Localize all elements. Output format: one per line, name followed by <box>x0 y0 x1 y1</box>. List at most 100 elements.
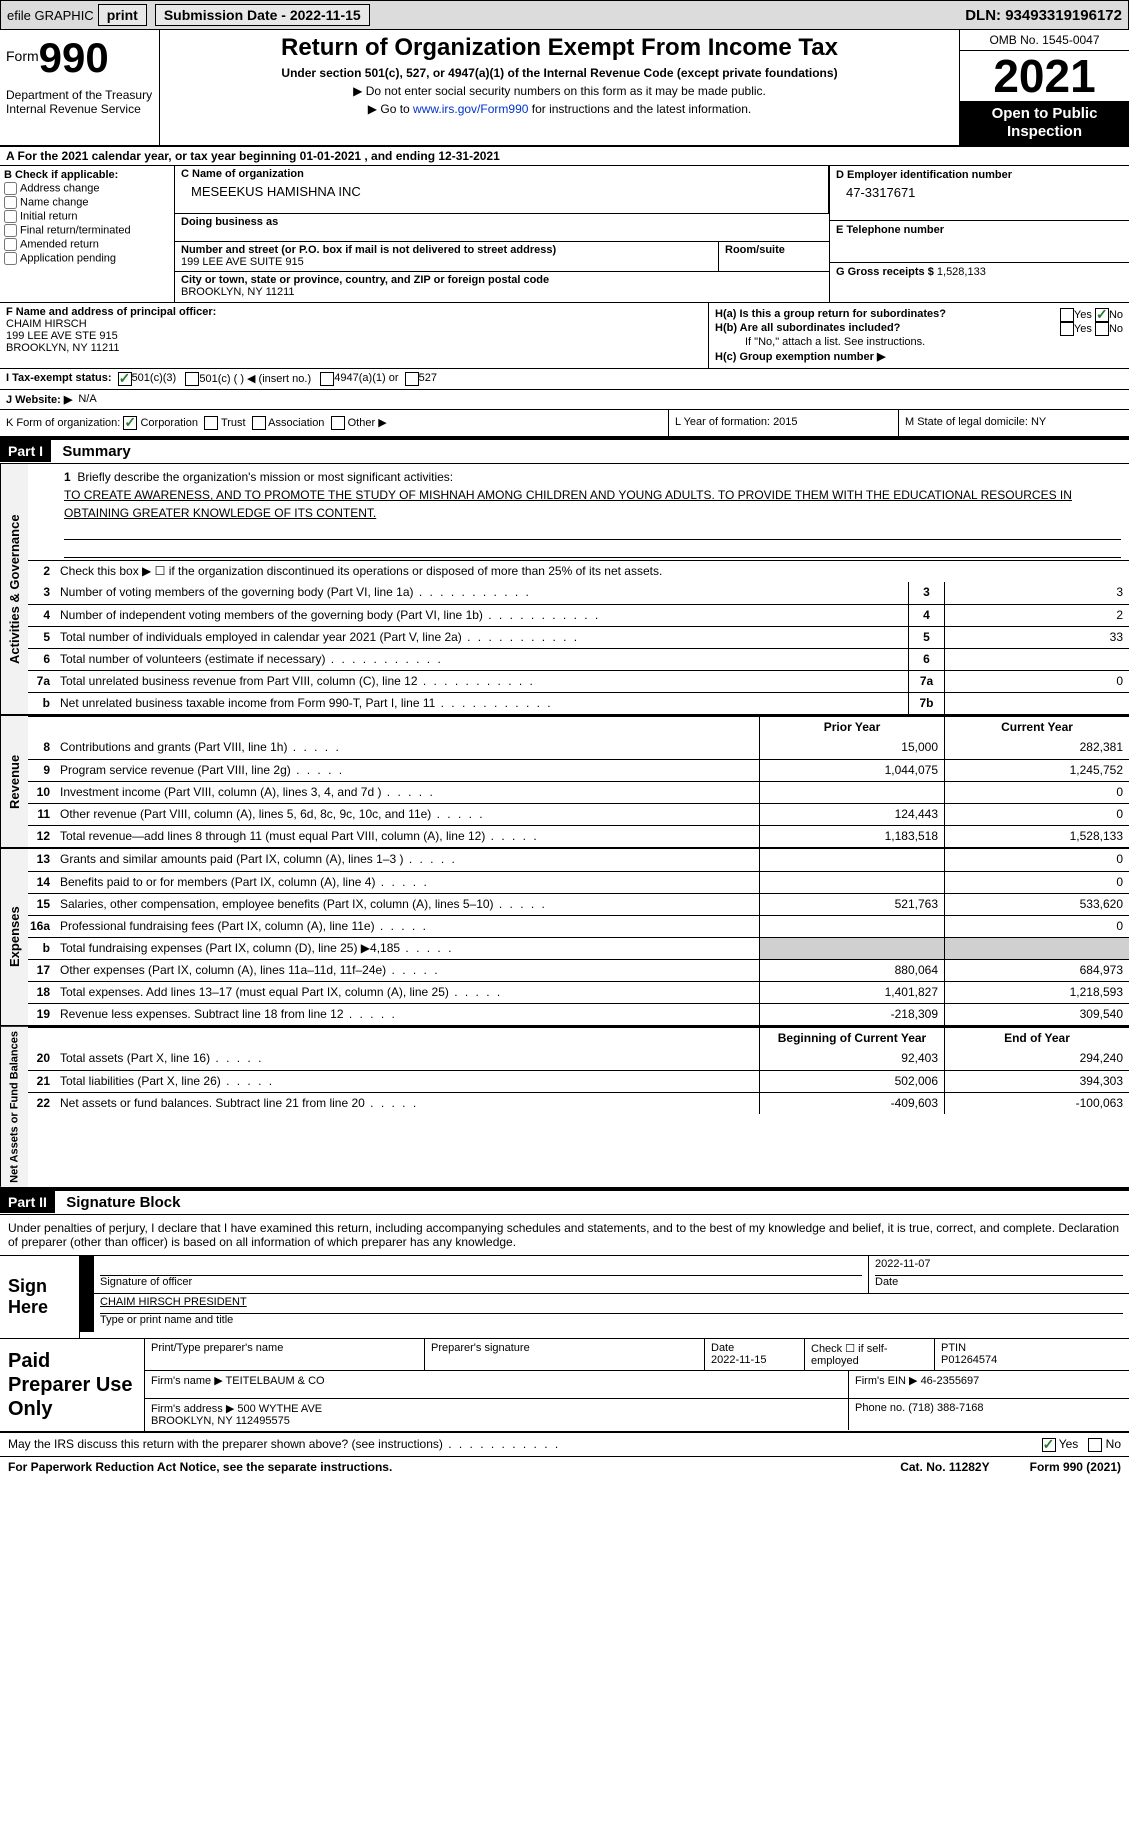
city-val: BROOKLYN, NY 11211 <box>181 286 823 298</box>
check-501c3[interactable] <box>118 372 132 386</box>
summary-line: 13Grants and similar amounts paid (Part … <box>28 849 1129 871</box>
k-form-org: K Form of organization: Corporation Trus… <box>0 410 669 436</box>
part2-title: Signature Block <box>58 1191 188 1214</box>
paid-date: 2022-11-15 <box>711 1354 766 1366</box>
addr-val: 199 LEE AVE SUITE 915 <box>181 256 712 268</box>
m-state: M State of legal domicile: NY <box>899 410 1129 436</box>
check-amended[interactable]: Amended return <box>4 238 170 251</box>
summary-line: 15Salaries, other compensation, employee… <box>28 893 1129 915</box>
ha-line: H(a) Is this a group return for subordin… <box>715 308 1123 320</box>
form-id-box: Form990 Department of the Treasury Inter… <box>0 30 160 145</box>
efile-label: efile GRAPHIC <box>7 8 94 23</box>
check-trust[interactable] <box>204 416 218 430</box>
ha-yes-check[interactable] <box>1060 308 1074 322</box>
officer-val: CHAIM HIRSCH 199 LEE AVE STE 915 BROOKLY… <box>6 318 702 354</box>
summary-activities: Activities & Governance 1 Briefly descri… <box>0 464 1129 716</box>
dln-label: DLN: 93493319196172 <box>965 7 1122 24</box>
main-title: Return of Organization Exempt From Incom… <box>166 34 953 62</box>
hdr-prior: Prior Year <box>759 717 944 737</box>
year-box: OMB No. 1545-0047 2021 Open to Public In… <box>959 30 1129 145</box>
inspection-label: Open to Public Inspection <box>960 101 1129 145</box>
col-c-name-addr: C Name of organization MESEEKUS HAMISHNA… <box>175 166 829 302</box>
city-box: City or town, state or province, country… <box>175 272 829 302</box>
row-i-tax-status: I Tax-exempt status: 501(c)(3) 501(c) ( … <box>0 369 1129 390</box>
tax-year: 2021 <box>960 51 1129 101</box>
sig-intro: Under penalties of perjury, I declare th… <box>0 1215 1129 1256</box>
submission-date: Submission Date - 2022-11-15 <box>155 4 370 26</box>
note-ssn: ▶ Do not enter social security numbers o… <box>166 84 953 98</box>
summary-line: 20Total assets (Part X, line 16)92,40329… <box>28 1048 1129 1070</box>
irs-link[interactable]: www.irs.gov/Form990 <box>413 102 528 116</box>
g-label: G Gross receipts $ <box>836 266 934 278</box>
summary-line: 5Total number of individuals employed in… <box>28 626 1129 648</box>
part1-title: Summary <box>54 440 138 463</box>
department-label: Department of the Treasury Internal Reve… <box>6 88 153 117</box>
gross-val: 1,528,133 <box>937 266 986 278</box>
part1-header: Part I Summary <box>0 438 1129 464</box>
summary-line: 21Total liabilities (Part X, line 26)502… <box>28 1070 1129 1092</box>
org-name: MESEEKUS HAMISHNA INC <box>181 180 822 199</box>
summary-line: 10Investment income (Part VIII, column (… <box>28 781 1129 803</box>
check-self-emp[interactable]: Check ☐ if self-employed <box>811 1343 888 1367</box>
check-corp[interactable] <box>123 416 137 430</box>
summary-line: 7aTotal unrelated business revenue from … <box>28 670 1129 692</box>
check-address-change[interactable]: Address change <box>4 182 170 195</box>
paid-preparer-block: Paid Preparer Use Only Print/Type prepar… <box>0 1339 1129 1433</box>
org-name-box: C Name of organization MESEEKUS HAMISHNA… <box>175 166 829 214</box>
sig-date-val: 2022-11-07 <box>875 1258 1123 1276</box>
discuss-yes-check[interactable] <box>1042 1438 1056 1452</box>
room-box: Room/suite <box>719 242 829 272</box>
note-link: ▶ Go to www.irs.gov/Form990 for instruct… <box>166 102 953 116</box>
officer-box: F Name and address of principal officer:… <box>0 303 709 368</box>
l-year: L Year of formation: 2015 <box>669 410 899 436</box>
ptin-val: P01264574 <box>941 1354 997 1366</box>
rev-col-hdr: Prior Year Current Year <box>28 716 1129 737</box>
check-assoc[interactable] <box>252 416 266 430</box>
website-val: N/A <box>78 393 96 406</box>
c-label: C Name of organization <box>181 168 822 180</box>
hb-yes-check[interactable] <box>1060 322 1074 336</box>
footer-mid: Cat. No. 11282Y <box>900 1460 989 1474</box>
form-prefix: Form <box>6 48 39 64</box>
hdr-end: End of Year <box>944 1028 1129 1048</box>
check-initial-return[interactable]: Initial return <box>4 210 170 223</box>
h-box: H(a) Is this a group return for subordin… <box>709 303 1129 368</box>
check-4947[interactable] <box>320 372 334 386</box>
check-other[interactable] <box>331 416 345 430</box>
summary-line: 22Net assets or fund balances. Subtract … <box>28 1092 1129 1114</box>
sig-arrow-icon <box>80 1256 94 1293</box>
hb-no-check[interactable] <box>1095 322 1109 336</box>
summary-line: 11Other revenue (Part VIII, column (A), … <box>28 803 1129 825</box>
discuss-row: May the IRS discuss this return with the… <box>0 1433 1129 1457</box>
summary-line: bNet unrelated business taxable income f… <box>28 692 1129 714</box>
check-name-change[interactable]: Name change <box>4 196 170 209</box>
hdr-current: Current Year <box>944 717 1129 737</box>
print-button[interactable]: print <box>98 4 147 26</box>
top-toolbar: efile GRAPHIC print Submission Date - 20… <box>0 0 1129 30</box>
col-b-checks: B Check if applicable: Address change Na… <box>0 166 175 302</box>
check-app-pending[interactable]: Application pending <box>4 252 170 265</box>
discuss-no-check[interactable] <box>1088 1438 1102 1452</box>
check-final-return[interactable]: Final return/terminated <box>4 224 170 237</box>
check-501c[interactable] <box>185 372 199 386</box>
summary-line: 9Program service revenue (Part VIII, lin… <box>28 759 1129 781</box>
omb-number: OMB No. 1545-0047 <box>960 30 1129 51</box>
summary-line: 4Number of independent voting members of… <box>28 604 1129 626</box>
sig-date-label: Date <box>875 1276 898 1288</box>
summary-line: 17Other expenses (Part IX, column (A), l… <box>28 959 1129 981</box>
sig-arrow2-icon <box>80 1294 94 1332</box>
part2-header: Part II Signature Block <box>0 1189 1129 1215</box>
vtab-activities: Activities & Governance <box>0 464 28 714</box>
part1-num: Part I <box>0 440 51 462</box>
ha-no-check[interactable] <box>1095 308 1109 322</box>
summary-netassets: Net Assets or Fund Balances Beginning of… <box>0 1027 1129 1189</box>
ein-box: D Employer identification number 47-3317… <box>830 166 1129 221</box>
row-j-website: J Website: ▶ N/A <box>0 390 1129 410</box>
na-col-hdr: Beginning of Current Year End of Year <box>28 1027 1129 1048</box>
section-b-through-g: B Check if applicable: Address change Na… <box>0 166 1129 303</box>
check-527[interactable] <box>405 372 419 386</box>
prep-sig-label: Preparer's signature <box>431 1342 530 1354</box>
summary-line: 19Revenue less expenses. Subtract line 1… <box>28 1003 1129 1025</box>
addr-box: Number and street (or P.O. box if mail i… <box>175 242 719 272</box>
summary-revenue: Revenue Prior Year Current Year 8Contrib… <box>0 716 1129 849</box>
